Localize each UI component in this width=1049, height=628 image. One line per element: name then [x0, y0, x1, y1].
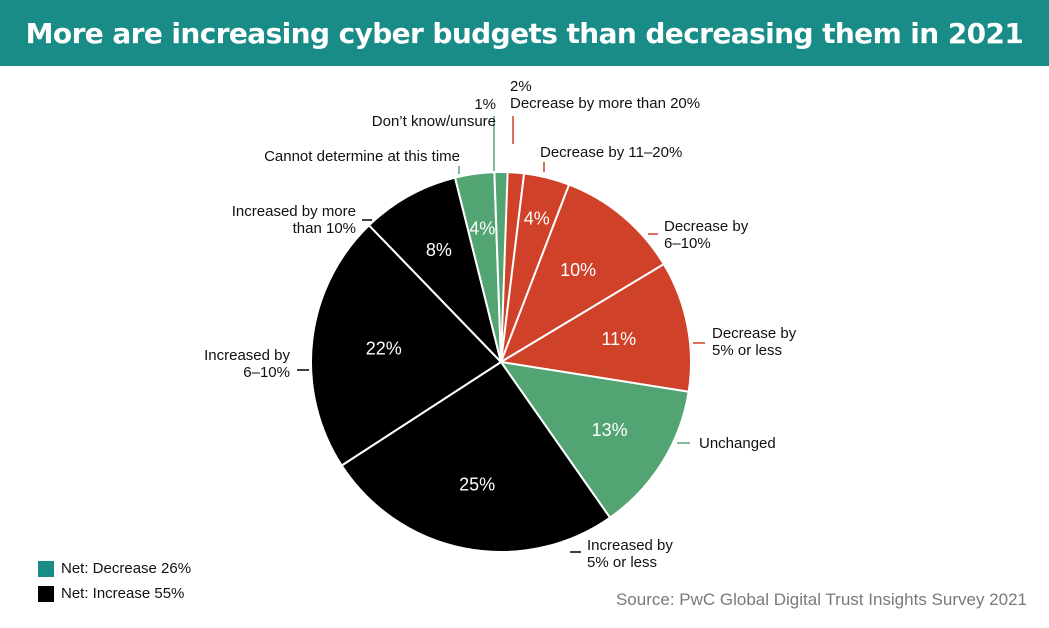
category-label-7: Increased by 6–10%	[204, 347, 290, 381]
category-label-6: Increased by 5% or less	[587, 537, 673, 571]
slice-value-label-9: 4%	[469, 218, 495, 238]
slice-value-label-6: 25%	[459, 475, 495, 495]
slice-value-label-2: 4%	[524, 208, 550, 228]
category-label-3: Decrease by 6–10%	[664, 218, 749, 252]
category-label-2: Decrease by 11–20%	[540, 144, 682, 161]
pie-slice-7	[310, 224, 502, 467]
category-label-1: 2% Decrease by more than 20%	[510, 78, 700, 112]
pie-slice-8	[368, 176, 502, 363]
legend-swatch-increase	[38, 585, 54, 602]
source-note: Source: PwC Global Digital Trust Insight…	[615, 590, 1027, 609]
slice-value-label-5: 13%	[592, 420, 628, 440]
category-label-9: Cannot determine at this time	[264, 148, 460, 165]
pie-slice-4	[500, 263, 692, 393]
category-label-4: Decrease by 5% or less	[712, 325, 797, 359]
legend-label-decrease: Net: Decrease 26%	[61, 560, 192, 577]
pie-slice-3	[500, 183, 665, 363]
pie-slice-6	[340, 361, 611, 553]
category-label-5: Unchanged	[699, 435, 776, 452]
legend-item-decrease: Net: Decrease 26%	[38, 556, 191, 581]
title-banner: More are increasing cyber budgets than d…	[0, 0, 1049, 66]
chart-title: More are increasing cyber budgets than d…	[25, 16, 1024, 50]
category-label-10: 1% Don’t know/unsure	[372, 96, 496, 130]
slice-value-label-3: 10%	[560, 260, 596, 280]
slice-value-label-4: 11%	[601, 329, 636, 349]
category-label-8: Increased by more than 10%	[232, 203, 356, 237]
legend: Net: Decrease 26% Net: Increase 55%	[38, 556, 191, 606]
slice-value-label-8: 8%	[426, 240, 452, 260]
legend-item-increase: Net: Increase 55%	[38, 581, 191, 606]
slice-value-label-7: 22%	[366, 339, 402, 359]
legend-label-increase: Net: Increase 55%	[61, 585, 185, 602]
pie-slice-10	[493, 171, 509, 363]
legend-swatch-decrease	[38, 560, 54, 577]
pie-slice-5	[500, 361, 690, 519]
